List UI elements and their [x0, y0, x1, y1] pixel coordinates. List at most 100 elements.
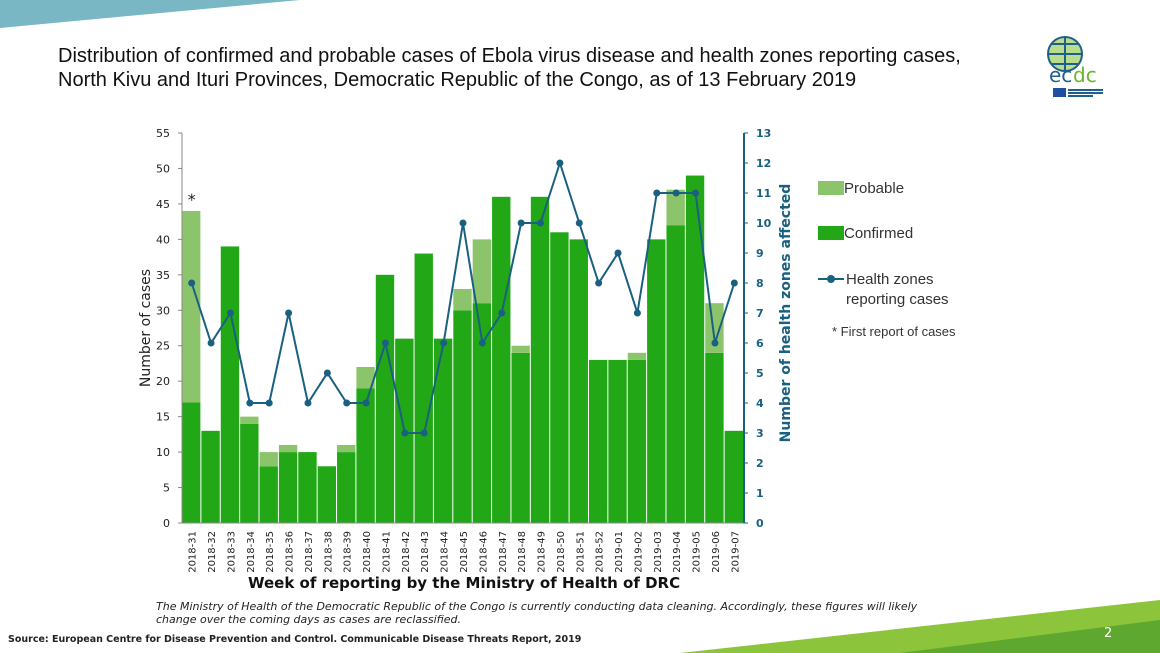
- health-zones-point: [711, 339, 719, 347]
- y2-tick-label: 0: [756, 517, 764, 530]
- bar-confirmed: [220, 246, 240, 524]
- legend-swatch-confirmed: [818, 226, 844, 240]
- x-tick-label: 2018-40: [362, 531, 373, 573]
- x-tick-label: 2018-35: [265, 531, 276, 573]
- y2-tick-label: 4: [756, 397, 764, 410]
- bar-confirmed: [278, 452, 298, 523]
- x-tick-label: 2018-33: [226, 531, 237, 573]
- x-tick-label: 2018-50: [556, 531, 567, 573]
- y-tick-label: 40: [156, 233, 170, 246]
- x-tick-label: 2018-34: [246, 531, 257, 573]
- y-tick-label: 5: [163, 482, 170, 495]
- bar-confirmed: [298, 452, 317, 523]
- health-zones-point: [207, 339, 215, 347]
- health-zones-point: [188, 279, 196, 287]
- svg-text:dc: dc: [1073, 63, 1097, 87]
- x-tick-label: 2018-41: [381, 531, 392, 573]
- y-tick-label: 10: [156, 446, 170, 459]
- y2-tick-label: 9: [756, 247, 764, 260]
- health-zones-point: [246, 399, 254, 407]
- health-zones-point: [343, 399, 351, 407]
- y2-tick-label: 3: [756, 427, 764, 440]
- x-tick-label: 2019-04: [672, 531, 683, 573]
- bar-probable: [511, 345, 530, 353]
- health-zones-point: [517, 219, 525, 227]
- chart-title: Distribution of confirmed and probable c…: [58, 45, 961, 91]
- source-text: Source: European Centre for Disease Prev…: [8, 634, 582, 645]
- health-zones-point: [459, 219, 467, 227]
- bar-confirmed: [375, 274, 395, 523]
- bar-probable: [259, 452, 278, 467]
- health-zones-point: [323, 369, 331, 377]
- x-tick-label: 2019-02: [633, 531, 644, 573]
- x-tick-label: 2018-52: [595, 531, 606, 573]
- x-tick-label: 2019-03: [653, 531, 664, 573]
- bar-probable: [472, 239, 492, 304]
- bar-confirmed: [550, 232, 569, 524]
- y2-tick-label: 12: [756, 157, 771, 170]
- bar-confirmed: [201, 430, 220, 523]
- y2-tick-label: 2: [756, 457, 764, 470]
- legend-confirmed: Confirmed: [818, 225, 913, 242]
- health-zones-point: [498, 309, 506, 317]
- x-tick-label: 2019-06: [711, 531, 722, 573]
- bar-confirmed: [588, 359, 608, 523]
- health-zones-point: [614, 249, 622, 257]
- health-zones-point: [265, 399, 273, 407]
- legend-health-zones: Health zones reporting cases: [818, 270, 978, 310]
- y2-tick-label: 7: [756, 307, 764, 320]
- bar-confirmed: [511, 352, 530, 523]
- bar-confirmed: [569, 239, 588, 523]
- footnote: * First report of cases: [832, 324, 956, 339]
- health-zones-point: [285, 309, 293, 317]
- health-zones-point: [226, 309, 234, 317]
- y-tick-label: 30: [156, 304, 170, 317]
- legend-marker: [827, 275, 835, 283]
- y2-tick-label: 1: [756, 487, 764, 500]
- bar-probable: [356, 367, 375, 389]
- bar-confirmed: [724, 430, 743, 523]
- bar-probable: [453, 289, 472, 311]
- y-tick-label: 15: [156, 411, 170, 424]
- bar-confirmed: [182, 402, 201, 523]
- y-tick-label: 45: [156, 198, 170, 211]
- x-tick-label: 2018-36: [285, 531, 296, 573]
- x-tick-label: 2018-45: [459, 531, 470, 573]
- legend-label: Confirmed: [844, 225, 914, 242]
- bar-probable: [240, 416, 259, 424]
- legend-label: Health zones reporting cases: [846, 271, 949, 308]
- y-axis-label: Number of cases: [138, 269, 154, 387]
- health-zones-point: [304, 399, 312, 407]
- bar-probable: [705, 303, 724, 353]
- health-zones-point: [440, 339, 448, 347]
- health-zones-point: [653, 189, 661, 197]
- bar-probable: [182, 211, 201, 403]
- y2-axis-label: Number of health zones affected: [778, 184, 794, 443]
- health-zones-point: [575, 219, 583, 227]
- y2-tick-label: 11: [756, 187, 771, 200]
- bar-probable: [337, 445, 356, 453]
- ecdc-logo: ec dc: [1035, 34, 1115, 100]
- y-tick-label: 50: [156, 162, 170, 175]
- health-zones-point: [478, 339, 486, 347]
- legend-label: Probable: [844, 180, 905, 197]
- bar-confirmed: [530, 196, 550, 523]
- y-tick-label: 25: [156, 340, 170, 353]
- bar-confirmed: [259, 466, 278, 523]
- bar-confirmed: [705, 352, 724, 523]
- x-tick-label: 2018-48: [517, 531, 528, 573]
- bar-confirmed: [685, 175, 705, 523]
- health-zones-point: [633, 309, 641, 317]
- bar-probable: [666, 189, 685, 226]
- bar-confirmed: [414, 253, 433, 523]
- y-tick-label: 35: [156, 269, 170, 282]
- y2-tick-label: 6: [756, 337, 764, 350]
- health-zones-point: [692, 189, 700, 197]
- y-tick-label: 0: [163, 517, 170, 530]
- x-tick-label: 2018-42: [401, 531, 412, 573]
- y2-tick-label: 13: [756, 127, 771, 140]
- x-tick-label: 2018-31: [188, 531, 199, 573]
- bar-confirmed: [627, 359, 647, 523]
- health-zones-point: [362, 399, 370, 407]
- x-tick-label: 2018-47: [498, 531, 509, 573]
